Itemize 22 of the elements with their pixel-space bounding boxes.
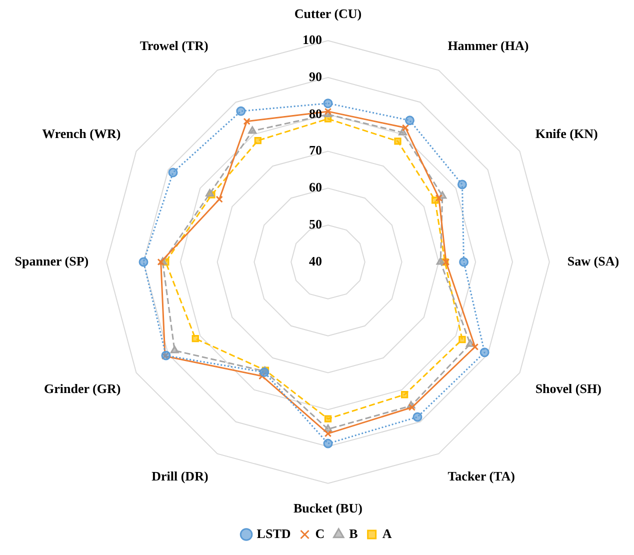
spoke-label: Shovel (SH) bbox=[535, 380, 602, 396]
legend-label: C bbox=[315, 526, 325, 541]
spoke-label: Saw (SA) bbox=[567, 253, 620, 268]
y-tick-label: 50 bbox=[309, 216, 322, 232]
spoke-label: Hammer (HA) bbox=[448, 38, 529, 54]
spoke-label: Trowel (TR) bbox=[140, 38, 208, 54]
legend-label: LSTD bbox=[256, 526, 291, 541]
spoke-label: Tacker (TA) bbox=[448, 468, 515, 484]
legend-label: A bbox=[382, 526, 392, 541]
spoke-label: Knife (KN) bbox=[535, 126, 598, 141]
y-tick-label: 60 bbox=[309, 180, 322, 195]
y-tick-label: 70 bbox=[309, 142, 322, 158]
spoke-label: Wrench (WR) bbox=[42, 126, 121, 141]
spoke-label: Spanner (SP) bbox=[14, 253, 89, 268]
y-tick-label: 40 bbox=[309, 253, 322, 268]
legend-label: B bbox=[349, 526, 358, 541]
spoke-label: Cutter (CU) bbox=[294, 6, 362, 22]
spoke-label: Drill (DR) bbox=[152, 468, 208, 484]
y-tick-label: 90 bbox=[309, 68, 322, 84]
y-tick-label: 100 bbox=[302, 32, 322, 47]
spoke-label: Bucket (BU) bbox=[294, 500, 362, 516]
spoke-label: Grinder (GR) bbox=[44, 380, 121, 396]
